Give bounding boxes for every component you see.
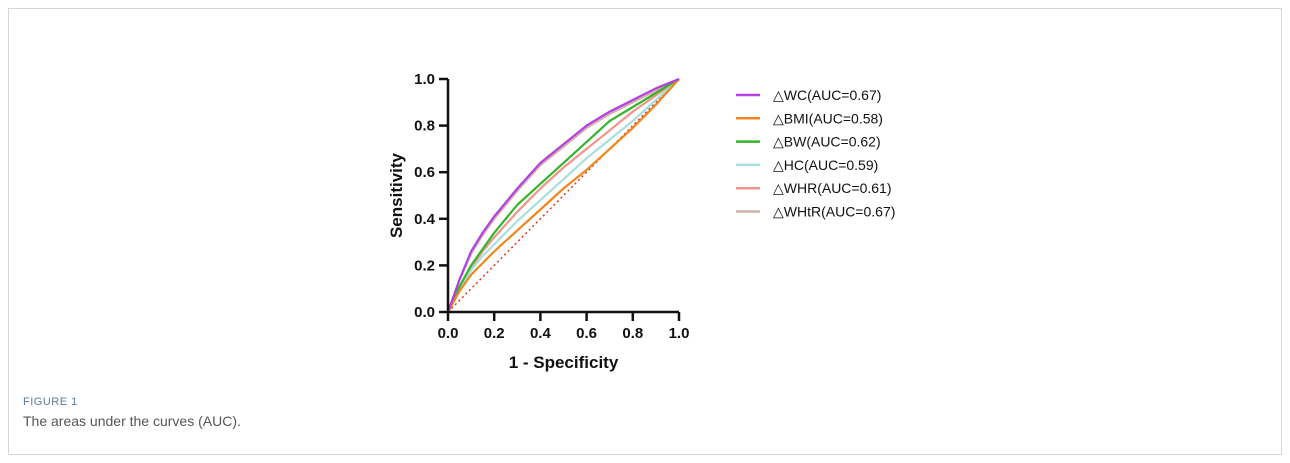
y-tick-label: 0.6: [414, 164, 435, 181]
reference-diagonal-line: [447, 78, 680, 313]
series-line-5: [446, 78, 680, 313]
x-tick-label: 0.8: [622, 325, 643, 342]
x-tick-label: 1.0: [669, 325, 690, 342]
x-tick-label: 0.2: [484, 325, 505, 342]
figure-frame: [8, 8, 1282, 455]
series-line-4: [446, 78, 680, 313]
y-axis-title: Sensitivity: [387, 152, 406, 238]
legend-label-4: △WHR(AUC=0.61): [773, 180, 892, 196]
y-tick-label: 1.0: [414, 71, 435, 88]
y-tick-label: 0.8: [414, 118, 435, 135]
legend: △WC(AUC=0.67) △BMI(AUC=0.58) △BW(AUC=0.62)…: [736, 87, 895, 220]
legend-label-2: △BW(AUC=0.62): [773, 134, 881, 150]
x-tick-label: 0.6: [576, 325, 597, 342]
ticks-layer: 0.0 0.2 0.4 0.6 0.8 1.0 0.0 0.2 0.4 0.6 0.8 1.0: [414, 71, 689, 342]
axes-layer: [446, 79, 679, 314]
legend-label-1: △BMI(AUC=0.58): [773, 110, 883, 126]
series-line-3: [447, 78, 680, 313]
legend-label-3: △HC(AUC=0.59): [773, 157, 878, 173]
y-tick-label: 0.0: [414, 304, 435, 321]
legend-label-0: △WC(AUC=0.67): [773, 87, 881, 103]
series-layer: [446, 77, 680, 313]
figure-label: FIGURE 1: [23, 396, 78, 408]
series-line-1: [447, 78, 680, 313]
x-tick-label: 0.0: [438, 325, 459, 342]
legend-label-5: △WHtR(AUC=0.67): [773, 204, 895, 220]
y-tick-label: 0.4: [414, 211, 436, 228]
series-line-2: [446, 78, 680, 313]
figure-caption: The areas under the curves (AUC).: [23, 413, 241, 429]
x-tick-label: 0.4: [530, 325, 552, 342]
x-axis-title: 1 - Specificity: [509, 353, 619, 372]
reference-line-layer: [447, 78, 680, 313]
series-line-0: [446, 77, 680, 313]
y-tick-label: 0.2: [414, 257, 435, 274]
